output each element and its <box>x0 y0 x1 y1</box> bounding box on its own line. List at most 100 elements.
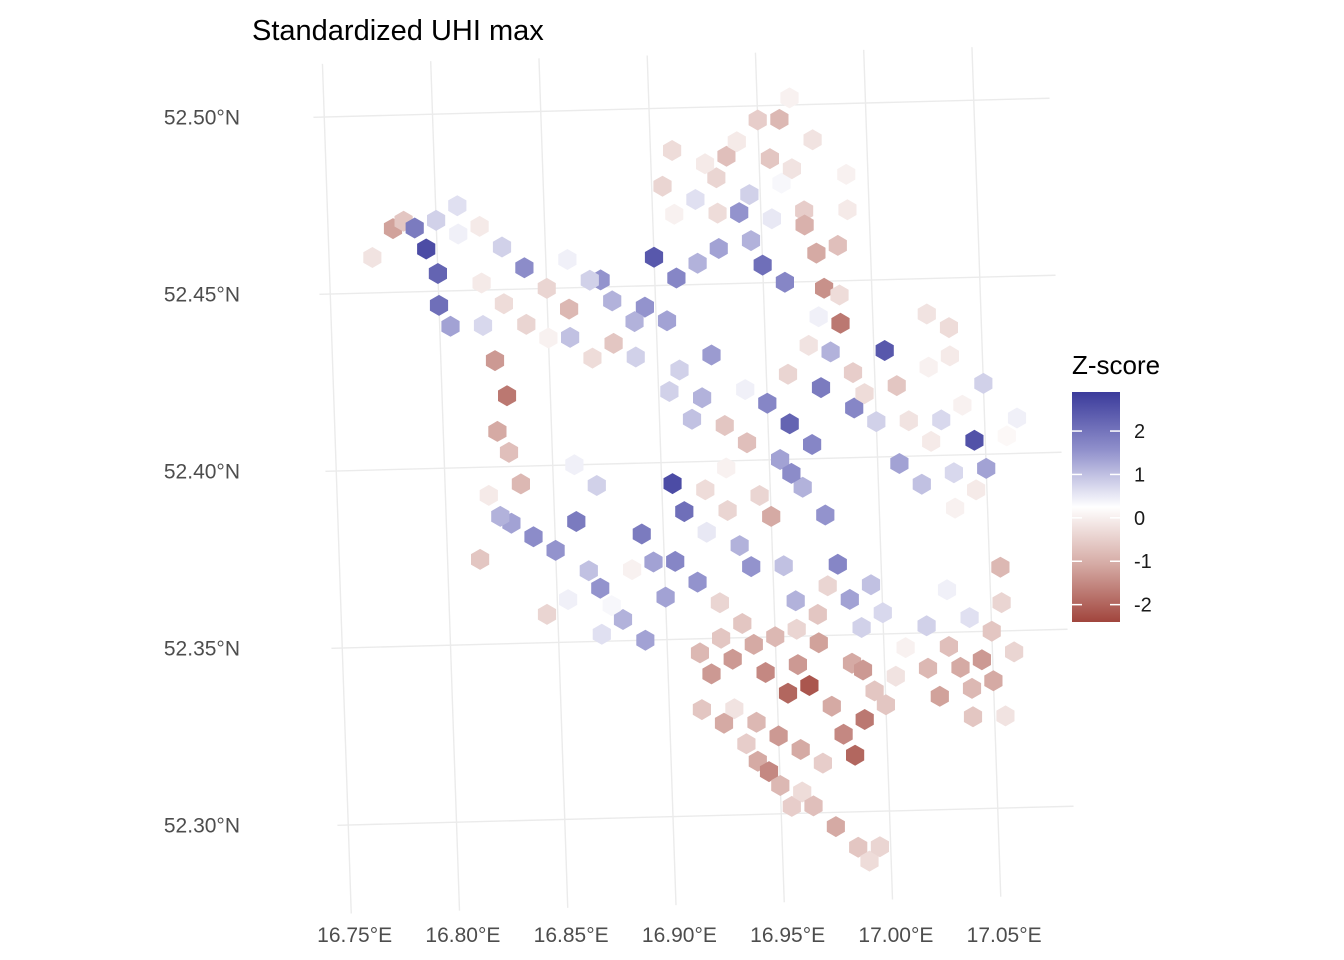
hex-cell-154 <box>887 375 906 397</box>
hex-cell-27 <box>736 379 755 401</box>
hex-cell-102 <box>939 636 958 657</box>
hex-cell-210 <box>747 711 766 733</box>
legend-tick-label-2: 0 <box>1134 508 1145 530</box>
grid-line-lat-4 <box>313 97 1050 118</box>
legend-colorbar <box>1072 392 1120 622</box>
hex-cell-92 <box>800 675 819 696</box>
hex-cell-143 <box>682 408 702 430</box>
hex-cell-188 <box>782 158 801 180</box>
hex-cell-25 <box>693 387 712 409</box>
hex-cell-41 <box>1007 407 1027 429</box>
hex-cell-213 <box>813 752 832 774</box>
hex-cell-38 <box>944 462 963 484</box>
hex-cell-166 <box>517 313 536 335</box>
hex-cell-131 <box>786 590 805 612</box>
hex-cell-159 <box>974 372 993 394</box>
hex-cell-129 <box>762 505 781 527</box>
hex-cell-172 <box>565 454 584 476</box>
hex-cell-206 <box>1005 641 1024 663</box>
hex-cell-42 <box>997 425 1016 447</box>
hex-cell-117 <box>782 795 801 817</box>
hex-cell-59 <box>730 202 749 224</box>
hex-cell-75 <box>471 548 490 570</box>
hex-cell-70 <box>567 511 586 532</box>
hex-cell-171 <box>491 505 510 527</box>
grid-line-lat-1 <box>331 628 1068 649</box>
hex-cell-158 <box>953 394 972 416</box>
hex-cell-31 <box>811 377 831 399</box>
hex-cell-49 <box>780 87 799 109</box>
hex-cell-103 <box>951 656 970 678</box>
hex-cell-113 <box>737 733 756 755</box>
hex-cell-189 <box>828 234 847 256</box>
hex-cell-22 <box>709 238 728 259</box>
hex-cell-185 <box>748 109 767 131</box>
hex-cell-212 <box>791 739 810 760</box>
hex-cell-101 <box>917 615 936 637</box>
hex-cell-134 <box>828 553 847 575</box>
hex-cell-57 <box>753 254 772 276</box>
hex-cell-47 <box>760 148 779 170</box>
hex-cell-64 <box>488 420 507 442</box>
hex-cell-180 <box>686 189 705 210</box>
legend-tick-label-4: -2 <box>1134 595 1152 617</box>
hex-cell-160 <box>967 479 986 501</box>
hex-cell-96 <box>846 744 865 766</box>
grid-line-lat-2 <box>325 451 1062 472</box>
hex-cell-87 <box>733 613 752 634</box>
hex-cell-28 <box>758 392 777 414</box>
hex-cell-136 <box>852 617 871 638</box>
hex-cell-153 <box>855 383 874 405</box>
hex-cell-48 <box>770 108 789 130</box>
hex-cell-207 <box>996 705 1015 727</box>
hex-cell-110 <box>937 579 957 601</box>
hex-cell-183 <box>653 175 672 197</box>
hex-cell-65 <box>499 441 519 463</box>
hex-cell-81 <box>666 550 685 572</box>
hex-cell-83 <box>613 609 633 630</box>
hex-cell-138 <box>873 602 892 624</box>
hex-cell-18 <box>635 296 654 318</box>
hex-cell-190 <box>838 199 857 221</box>
hex-cell-186 <box>772 172 791 194</box>
hex-cell-142 <box>660 381 679 402</box>
hex-cell-121 <box>849 836 868 858</box>
hex-cell-140 <box>603 290 622 312</box>
hex-cell-148 <box>778 363 798 385</box>
hex-cell-15 <box>583 347 602 369</box>
hex-cell-178 <box>697 521 716 543</box>
hex-cell-167 <box>539 327 558 349</box>
hex-cell-95 <box>834 723 853 745</box>
hex-cell-202 <box>876 694 895 716</box>
y-tick-label-3: 52.45°N <box>164 284 240 307</box>
hex-cell-109 <box>960 607 979 629</box>
hex-cell-182 <box>665 203 684 225</box>
hex-cell-7 <box>441 315 460 337</box>
hex-cell-168 <box>558 249 577 270</box>
hex-cell-119 <box>804 795 823 817</box>
hex-cell-187 <box>762 208 781 230</box>
grid-line-lon-4 <box>754 52 785 903</box>
hex-cell-40 <box>977 457 996 479</box>
hex-cell-46 <box>740 184 759 206</box>
hex-cell-0 <box>363 247 382 268</box>
legend-title: Z-score <box>1072 350 1160 380</box>
hex-cell-24 <box>670 359 689 381</box>
hex-cell-147 <box>782 462 801 484</box>
hex-cell-45 <box>727 131 746 153</box>
hex-cell-72 <box>591 577 610 599</box>
hex-cell-208 <box>714 712 734 734</box>
hex-cell-61 <box>473 315 493 336</box>
hex-cell-120 <box>826 816 845 838</box>
hex-cell-16 <box>604 332 623 354</box>
hex-cell-13 <box>560 298 579 320</box>
hex-cell-169 <box>580 269 599 291</box>
hex-cell-126 <box>730 535 749 557</box>
hex-cell-58 <box>741 230 761 252</box>
hex-cell-124 <box>702 663 721 685</box>
hex-cell-123 <box>870 836 889 858</box>
hex-cell-111 <box>963 706 983 728</box>
hex-cell-192 <box>917 303 936 325</box>
hex-cell-157 <box>932 409 951 431</box>
